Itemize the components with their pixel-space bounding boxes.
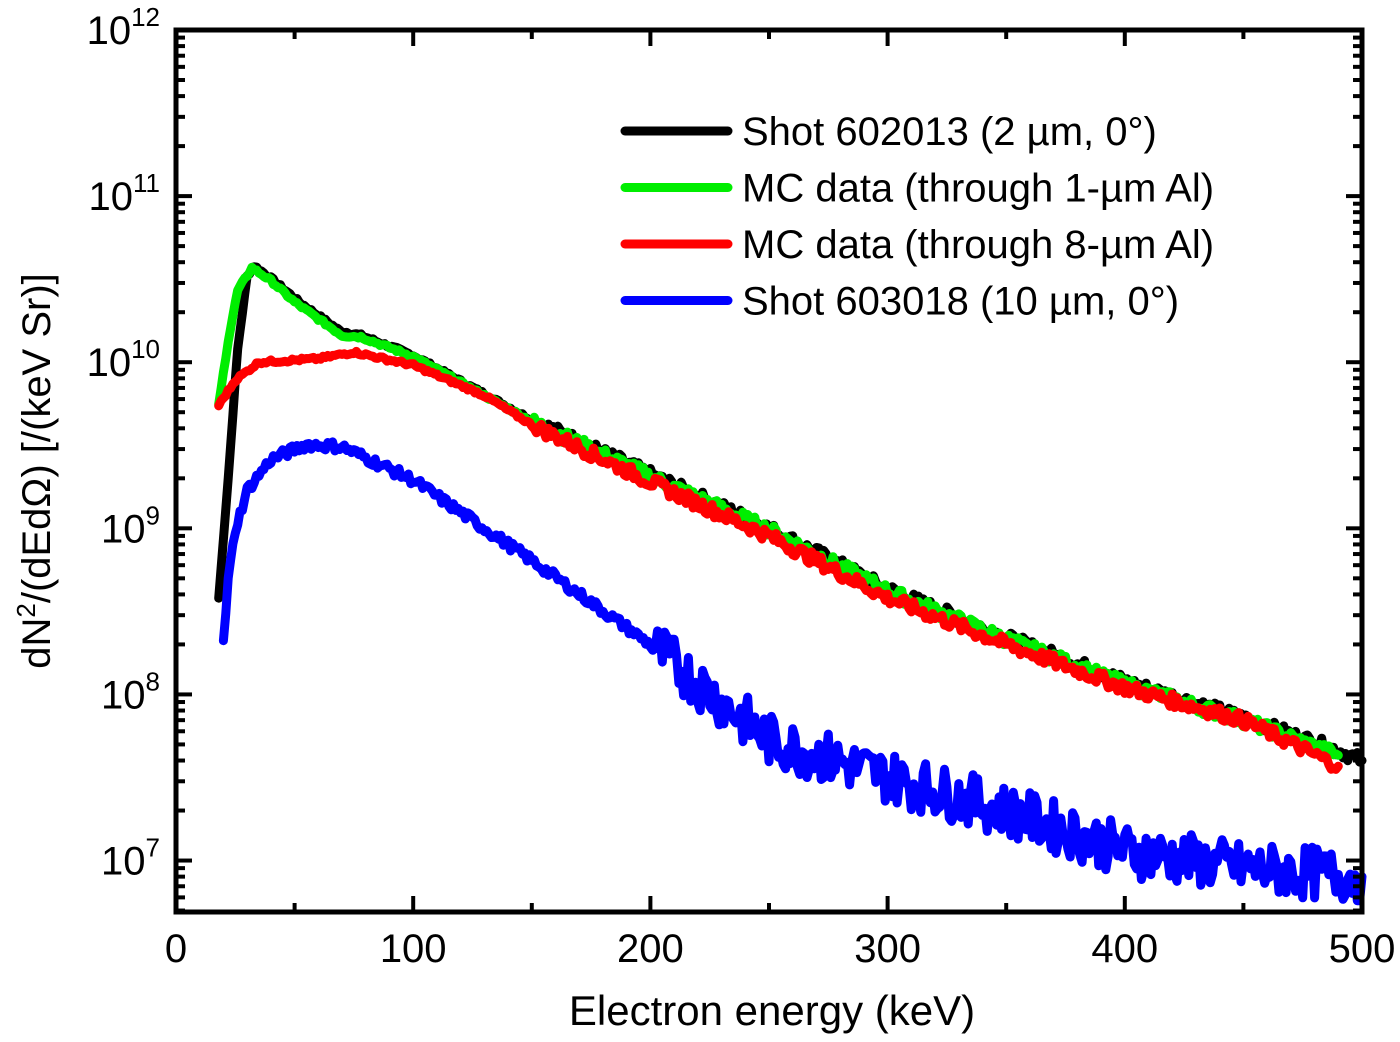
ticks: 0 100 200 300 400 500 107 108 109 1010 1011 1012	[87, 2, 1396, 971]
series-line-2	[214, 346, 1343, 774]
legend-label-0: Shot 602013 (2 µm, 0°)	[742, 110, 1157, 154]
legend-label-1: MC data (through 1-µm Al)	[742, 167, 1214, 211]
y-axis-label: dN2/(dEdΩ) [/(keV Sr)]	[11, 273, 59, 669]
y-tick-label: 1011	[89, 168, 161, 219]
x-tick-label: 500	[1329, 927, 1396, 971]
series-line-0	[214, 262, 1367, 767]
y-tick-label: 108	[101, 666, 160, 717]
y-tick-label: 1012	[87, 2, 160, 53]
legend-label-2: MC data (through 8-µm Al)	[742, 223, 1214, 267]
legend: Shot 602013 (2 µm, 0°) MC data (through 1…	[620, 110, 1214, 324]
x-axis-label: Electron energy (keV)	[569, 987, 975, 1034]
x-tick-label: 300	[854, 927, 921, 971]
y-tick-label: 107	[101, 833, 160, 884]
x-tick-label: 100	[380, 927, 447, 971]
legend-label-3: Shot 603018 (10 µm, 0°)	[742, 280, 1179, 324]
series-line-3	[218, 437, 1367, 906]
plot-frame	[173, 27, 1365, 915]
y-tick-label: 1010	[87, 334, 160, 385]
x-tick-label: 0	[165, 927, 187, 971]
curves	[214, 262, 1367, 906]
y-tick-label: 109	[101, 500, 160, 551]
x-tick-label: 400	[1091, 927, 1158, 971]
x-tick-label: 200	[617, 927, 684, 971]
